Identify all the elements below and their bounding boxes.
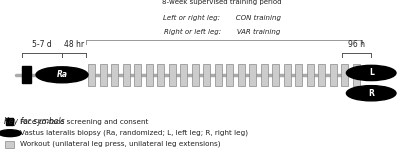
Bar (111, 64, 118, 86)
Bar (169, 64, 176, 86)
Text: Key for symbols: Key for symbols (4, 117, 65, 126)
Bar (226, 64, 233, 86)
Bar (318, 64, 325, 86)
Circle shape (346, 86, 396, 101)
Bar (330, 64, 337, 86)
Bar (261, 64, 268, 86)
Text: Face-to-face screening and consent: Face-to-face screening and consent (20, 119, 148, 125)
Bar (215, 64, 222, 86)
Circle shape (0, 130, 21, 137)
Bar (180, 64, 187, 86)
Bar (6, 118, 13, 125)
Bar (353, 64, 360, 86)
Bar (272, 64, 279, 86)
Text: 8-week supervised training period: 8-week supervised training period (162, 0, 282, 5)
Bar (192, 64, 199, 86)
Text: Workout (unilateral leg press, unilateral leg extensions): Workout (unilateral leg press, unilatera… (20, 141, 220, 148)
Text: Ra: Ra (56, 70, 68, 79)
Text: R: R (368, 89, 374, 98)
Bar (22, 66, 31, 83)
Text: 48 hr: 48 hr (64, 40, 84, 49)
Bar (5, 141, 14, 148)
Text: L: L (369, 68, 374, 77)
Text: Right or left leg:       VAR training: Right or left leg: VAR training (164, 29, 280, 35)
Bar (157, 64, 164, 86)
Bar (88, 64, 95, 86)
Bar (100, 64, 107, 86)
Bar (203, 64, 210, 86)
Bar (249, 64, 256, 86)
Bar (146, 64, 153, 86)
Circle shape (36, 67, 88, 83)
Text: Left or right leg:       CON training: Left or right leg: CON training (163, 15, 281, 21)
Bar (284, 64, 291, 86)
Bar (341, 64, 348, 86)
Text: 96 h: 96 h (348, 40, 365, 49)
Bar (307, 64, 314, 86)
Text: 5-7 d: 5-7 d (32, 40, 52, 49)
Bar (238, 64, 245, 86)
Text: Vastus lateralis biopsy (Ra, randomized; L, left leg; R, right leg): Vastus lateralis biopsy (Ra, randomized;… (20, 130, 248, 136)
Bar (295, 64, 302, 86)
Circle shape (346, 65, 396, 81)
Bar (123, 64, 130, 86)
Bar (134, 64, 141, 86)
